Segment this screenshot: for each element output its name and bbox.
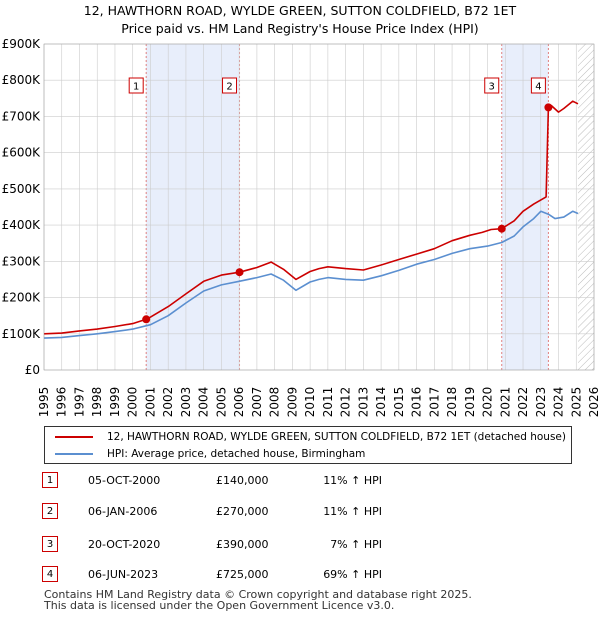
sale-label: 3 [489, 82, 495, 93]
legend: 12, HAWTHORN ROAD, WYLDE GREEN, SUTTON C… [44, 426, 572, 464]
sale-date: 05-OCT-2000 [88, 474, 161, 487]
x-tick-label: 2011 [321, 387, 335, 418]
sale-number-badge: 2 [42, 503, 58, 519]
x-tick-label: 2015 [392, 387, 406, 418]
x-tick-label: 2003 [179, 387, 193, 418]
legend-item-property: 12, HAWTHORN ROAD, WYLDE GREEN, SUTTON C… [55, 429, 566, 445]
legend-item-hpi: HPI: Average price, detached house, Birm… [55, 446, 365, 462]
sale-label: 1 [133, 82, 139, 93]
y-tick-label: £900K [2, 37, 42, 51]
shaded-period [146, 44, 240, 370]
sale-date: 06-JAN-2006 [88, 505, 158, 518]
y-tick-label: £100K [2, 327, 42, 341]
property-price-line [43, 100, 579, 335]
plot-border [43, 43, 595, 371]
x-tick-label: 2008 [268, 387, 282, 418]
sale-label-box [222, 77, 238, 94]
x-tick-label: 2012 [339, 387, 353, 418]
table-row: 3 20-OCT-2020 £390,000 7% ↑ HPI [0, 536, 600, 556]
sale-label: 4 [535, 82, 541, 93]
x-tick-label: 2000 [126, 387, 140, 418]
x-tick-label: 2017 [427, 387, 441, 418]
x-tick-label: 2021 [498, 387, 512, 418]
x-tick-label: 2010 [303, 387, 317, 418]
footer-licence: This data is licensed under the Open Gov… [44, 599, 395, 612]
sale-hpi-diff: 7% ↑ HPI [330, 538, 382, 551]
sale-date: 20-OCT-2020 [88, 538, 161, 551]
x-tick-label: 2022 [516, 387, 530, 418]
y-tick-label: £200K [2, 291, 42, 305]
table-row: 2 06-JAN-2006 £270,000 11% ↑ HPI [0, 503, 600, 523]
sale-hpi-diff: 11% ↑ HPI [323, 505, 382, 518]
x-tick-label: 2009 [285, 387, 299, 418]
table-row: 1 05-OCT-2000 £140,000 11% ↑ HPI [0, 472, 600, 492]
y-tick-label: £800K [2, 73, 42, 87]
y-tick-label: £0 [25, 363, 40, 377]
sale-point [497, 224, 506, 233]
legend-label-hpi: HPI: Average price, detached house, Birm… [107, 448, 366, 460]
sale-date: 06-JUN-2023 [88, 568, 159, 581]
x-tick-label: 2026 [587, 387, 600, 418]
sale-price: £725,000 [216, 568, 269, 581]
sale-hpi-diff: 69% ↑ HPI [323, 568, 382, 581]
sale-hpi-diff: 11% ↑ HPI [323, 474, 382, 487]
x-tick-label: 1999 [108, 387, 122, 418]
sale-point [544, 103, 553, 112]
footer-copyright: Contains HM Land Registry data © Crown c… [44, 588, 472, 601]
sale-label-box [530, 77, 546, 94]
x-tick-label: 2024 [552, 387, 566, 418]
x-tick-label: 2016 [410, 387, 424, 418]
sale-label-box [484, 77, 500, 94]
x-tick-label: 2007 [250, 387, 264, 418]
y-tick-label: £500K [2, 182, 42, 196]
sale-number-badge: 1 [42, 472, 58, 488]
sale-price: £390,000 [216, 538, 269, 551]
x-tick-label: 2002 [161, 387, 175, 418]
x-tick-label: 2025 [569, 387, 583, 418]
x-tick-label: 1996 [55, 387, 69, 418]
x-tick-label: 2014 [374, 387, 388, 418]
y-tick-label: £300K [2, 254, 42, 268]
price-chart: 1 2 3 4 £0 £100K £200K £300K £400K £500K £600K £70… [2, 37, 600, 418]
sale-label: 2 [226, 82, 232, 93]
sale-label-box [128, 77, 144, 94]
x-tick-label: 1998 [90, 387, 104, 418]
x-tick-label: 2005 [214, 387, 228, 418]
footer: Contains HM Land Registry data © Crown c… [44, 589, 472, 611]
x-tick-label: 2023 [534, 387, 548, 418]
x-tick-label: 2013 [356, 387, 370, 418]
sale-number-badge: 4 [42, 566, 58, 582]
sale-point [235, 268, 244, 277]
sale-number-badge: 3 [42, 536, 58, 552]
x-tick-label: 2004 [197, 387, 211, 418]
x-tick-label: 1997 [72, 387, 86, 418]
x-tick-label: 2001 [143, 387, 157, 418]
sale-price: £140,000 [216, 474, 269, 487]
chart-subtitle: Price paid vs. HM Land Registry's House … [121, 21, 479, 36]
forecast-hatch [578, 44, 594, 370]
legend-label-property: 12, HAWTHORN ROAD, WYLDE GREEN, SUTTON C… [107, 431, 566, 443]
x-tick-label: 2020 [481, 387, 495, 418]
x-tick-label: 2019 [463, 387, 477, 418]
x-tick-label: 2018 [445, 387, 459, 418]
sale-price: £270,000 [216, 505, 269, 518]
y-tick-label: £700K [2, 109, 42, 123]
hpi-line [43, 210, 579, 339]
y-tick-label: £600K [2, 146, 42, 160]
sale-point [142, 315, 151, 324]
y-tick-label: £400K [2, 218, 42, 232]
x-tick-label: 1995 [37, 387, 51, 418]
table-row: 4 06-JUN-2023 £725,000 69% ↑ HPI [0, 566, 600, 586]
legend-swatch-property [55, 436, 93, 438]
x-tick-label: 2006 [232, 387, 246, 418]
legend-swatch-hpi [55, 453, 93, 455]
chart-title: 12, HAWTHORN ROAD, WYLDE GREEN, SUTTON C… [83, 3, 517, 18]
